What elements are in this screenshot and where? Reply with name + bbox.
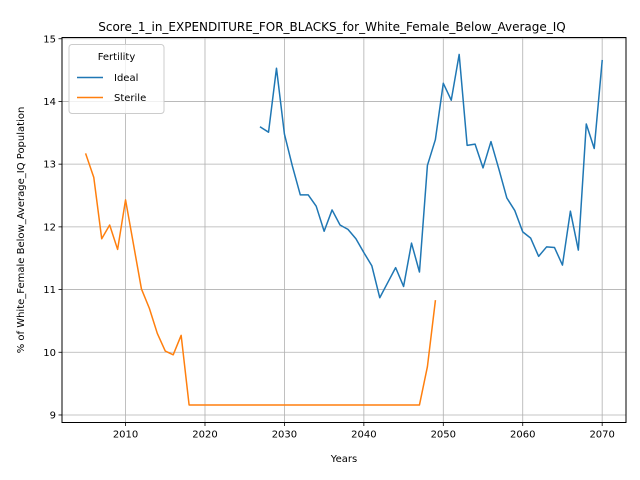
- series-layer: [84, 53, 603, 406]
- legend-box: [68, 44, 165, 114]
- y-tick-label: 11: [43, 285, 56, 296]
- legend-label-sterile: Sterile: [114, 93, 146, 104]
- series-line-sterile: [84, 153, 437, 406]
- y-tick-label: 15: [43, 34, 56, 45]
- legend-label-ideal: Ideal: [114, 73, 138, 84]
- chart-title: Score_1_in_EXPENDITURE_FOR_BLACKS_for_Wh…: [98, 20, 565, 34]
- legend: Fertility Ideal Sterile: [68, 44, 165, 114]
- plot-frame: [61, 37, 627, 423]
- y-tick-label: 14: [43, 97, 56, 108]
- x-axis: 2010 2020 2030 2040 2050 2060 2070: [113, 422, 615, 441]
- y-tick-label: 10: [43, 348, 56, 359]
- x-tick-label: 2040: [351, 430, 376, 441]
- x-tick-label: 2050: [431, 430, 456, 441]
- x-tick-label: 2010: [113, 430, 138, 441]
- y-axis-label: % of White_Female Below_Average_IQ Popul…: [16, 107, 27, 354]
- x-tick-label: 2030: [272, 430, 297, 441]
- y-axis: 9 10 11 12 13 14 15: [43, 34, 62, 421]
- y-tick-label: 13: [43, 160, 56, 171]
- x-tick-label: 2020: [192, 430, 217, 441]
- x-tick-label: 2070: [589, 430, 614, 441]
- x-axis-label: Years: [330, 454, 357, 465]
- y-tick-label: 12: [43, 222, 56, 233]
- series-line-ideal: [259, 53, 603, 299]
- legend-title: Fertility: [98, 52, 136, 63]
- y-tick-label: 9: [50, 410, 56, 421]
- x-tick-label: 2060: [510, 430, 535, 441]
